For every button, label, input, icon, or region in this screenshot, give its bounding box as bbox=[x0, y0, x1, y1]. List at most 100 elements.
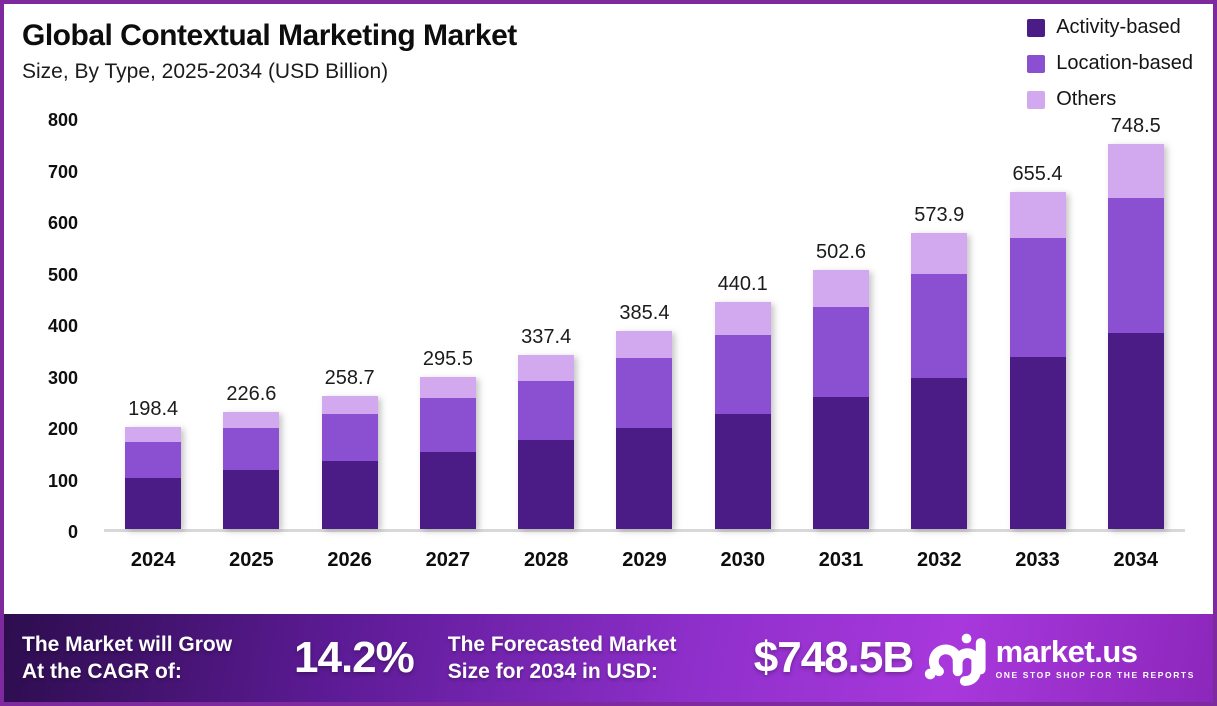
cagr-label-line2: At the CAGR of: bbox=[22, 660, 182, 683]
marketus-logo: market.us ONE STOP SHOP FOR THE REPORTS bbox=[924, 629, 1195, 687]
bar-total-label-2028: 337.4 bbox=[521, 326, 572, 349]
y-tick-800: 800 bbox=[47, 110, 78, 130]
bar-stack-2034 bbox=[1107, 143, 1164, 529]
x-label-2025: 2025 bbox=[229, 549, 274, 571]
page-title: Global Contextual Marketing Market bbox=[22, 19, 517, 52]
bar-stack-2029 bbox=[616, 330, 673, 529]
bar-2034: 748.5 bbox=[1087, 116, 1185, 529]
bar-segment-location-based-2032 bbox=[911, 274, 968, 379]
x-label-2033: 2033 bbox=[1015, 549, 1060, 571]
bar-total-label-2026: 258.7 bbox=[324, 366, 375, 389]
bar-segment-activity-based-2033 bbox=[1009, 356, 1066, 529]
bar-segment-location-based-2028 bbox=[518, 380, 575, 441]
bar-segment-location-based-2026 bbox=[321, 414, 378, 461]
bar-total-label-2029: 385.4 bbox=[619, 301, 670, 324]
bar-2024: 198.4 bbox=[104, 120, 202, 529]
bar-segment-others-2034 bbox=[1107, 143, 1164, 198]
brand-name: market.us bbox=[995, 634, 1138, 669]
x-label-2032: 2032 bbox=[917, 549, 962, 571]
bar-segment-activity-based-2029 bbox=[616, 427, 673, 529]
bar-segment-others-2033 bbox=[1009, 191, 1066, 239]
bar-total-label-2025: 226.6 bbox=[226, 383, 277, 406]
bar-2031: 502.6 bbox=[792, 120, 890, 529]
x-label-2030: 2030 bbox=[720, 549, 765, 571]
legend-item-location-based: Location-based bbox=[1027, 52, 1193, 75]
cagr-label: The Market will Grow At the CAGR of: bbox=[22, 631, 294, 686]
bar-2026: 258.7 bbox=[301, 120, 399, 529]
legend-label: Location-based bbox=[1056, 52, 1193, 74]
chart-area: 0 100 200 300 400 500 600 700 800 198.4 226.6 258.… bbox=[4, 108, 1213, 614]
x-label-2031: 2031 bbox=[818, 549, 864, 571]
bar-stack-2027 bbox=[419, 376, 476, 529]
bar-segment-others-2024 bbox=[125, 426, 182, 442]
bar-total-label-2027: 295.5 bbox=[422, 347, 473, 370]
bar-segment-location-based-2031 bbox=[812, 306, 869, 398]
bar-2032: 573.9 bbox=[890, 120, 988, 529]
bar-segment-activity-based-2031 bbox=[812, 397, 869, 529]
forecast-label-line2: Size for 2034 in USD: bbox=[447, 660, 658, 683]
cagr-value: 14.2% bbox=[294, 633, 415, 682]
bar-segment-others-2025 bbox=[223, 412, 280, 429]
bar-segment-location-based-2029 bbox=[616, 357, 673, 428]
chart-subtitle: Size, By Type, 2025-2034 (USD Billion) bbox=[22, 60, 389, 83]
bar-2030: 440.1 bbox=[694, 120, 792, 529]
forecast-label: The Forecasted Market Size for 2034 in U… bbox=[448, 631, 706, 686]
bar-2025: 226.6 bbox=[202, 120, 300, 529]
bar-segment-others-2029 bbox=[616, 330, 673, 358]
bar-segment-activity-based-2027 bbox=[419, 452, 476, 529]
stats-banner: The Market will Grow At the CAGR of: 14.… bbox=[4, 614, 1213, 702]
legend-item-activity-based: Activity-based bbox=[1027, 16, 1193, 39]
legend-swatch-location-based bbox=[1027, 54, 1046, 73]
bar-stack-2028 bbox=[518, 355, 575, 529]
bar-total-label-2031: 502.6 bbox=[815, 241, 867, 264]
legend-label: Activity-based bbox=[1056, 16, 1181, 38]
bar-total-label-2034: 748.5 bbox=[1110, 114, 1161, 137]
bar-segment-location-based-2030 bbox=[714, 334, 771, 414]
y-axis: 0 100 200 300 400 500 600 700 800 bbox=[4, 111, 104, 541]
bar-segment-location-based-2025 bbox=[223, 428, 280, 471]
y-tick-600: 600 bbox=[47, 213, 78, 233]
legend-item-others: Others bbox=[1027, 88, 1193, 111]
bar-segment-others-2030 bbox=[714, 302, 771, 335]
bar-segment-others-2031 bbox=[812, 270, 869, 307]
y-tick-100: 100 bbox=[47, 470, 78, 491]
bar-segment-location-based-2024 bbox=[125, 441, 182, 478]
y-tick-200: 200 bbox=[47, 419, 78, 439]
y-tick-700: 700 bbox=[47, 161, 78, 182]
bar-stack-2026 bbox=[321, 395, 378, 529]
cagr-label-line1: The Market will Grow bbox=[22, 632, 233, 656]
plot-area: 198.4 226.6 258.7 295.5 337.4 385.4 440.1 502.6… bbox=[104, 116, 1185, 532]
x-label-2024: 2024 bbox=[130, 549, 176, 571]
y-tick-400: 400 bbox=[47, 316, 78, 336]
bar-stack-2030 bbox=[714, 302, 771, 529]
bar-segment-activity-based-2032 bbox=[911, 378, 968, 529]
y-tick-0: 0 bbox=[67, 522, 78, 542]
bar-segment-activity-based-2030 bbox=[714, 413, 771, 529]
forecast-value: $748.5B bbox=[753, 633, 914, 682]
bar-2027: 295.5 bbox=[399, 120, 497, 529]
bar-stack-2033 bbox=[1009, 191, 1066, 529]
bar-stack-2024 bbox=[125, 426, 182, 529]
bar-segment-location-based-2034 bbox=[1107, 197, 1164, 333]
bar-segment-activity-based-2024 bbox=[125, 477, 182, 529]
x-label-2026: 2026 bbox=[327, 549, 372, 571]
legend-swatch-others bbox=[1027, 90, 1046, 109]
bar-2029: 385.4 bbox=[595, 120, 693, 529]
chart-header: Global Contextual Marketing Market Size,… bbox=[4, 4, 1213, 111]
bar-2033: 655.4 bbox=[988, 120, 1086, 529]
x-label-2027: 2027 bbox=[425, 549, 471, 571]
bar-stack-2032 bbox=[911, 233, 968, 529]
bar-total-label-2033: 655.4 bbox=[1012, 162, 1063, 185]
bar-segment-activity-based-2028 bbox=[518, 440, 575, 529]
bar-segment-others-2032 bbox=[911, 233, 968, 275]
bar-segment-location-based-2027 bbox=[419, 398, 476, 453]
bar-2028: 337.4 bbox=[497, 120, 595, 529]
bar-segment-others-2028 bbox=[518, 355, 575, 381]
bar-segment-activity-based-2026 bbox=[321, 460, 378, 529]
x-label-2034: 2034 bbox=[1113, 549, 1159, 571]
x-label-2028: 2028 bbox=[523, 549, 569, 571]
bar-stack-2031 bbox=[812, 270, 869, 529]
bar-stack-2025 bbox=[223, 412, 280, 529]
bar-total-label-2030: 440.1 bbox=[717, 273, 768, 296]
legend-swatch-activity-based bbox=[1027, 18, 1046, 37]
